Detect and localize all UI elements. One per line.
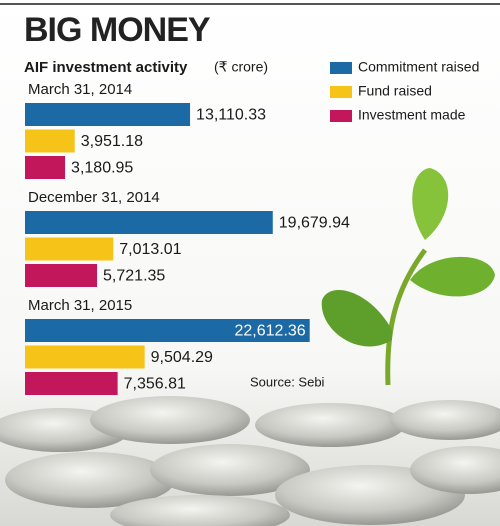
legend-swatch — [330, 86, 352, 98]
bar — [25, 156, 66, 179]
legend-swatch — [330, 110, 352, 122]
subtitle: AIF investment activity — [24, 59, 188, 76]
value-label: 3,180.95 — [71, 160, 133, 177]
bar — [25, 264, 98, 287]
value-label: 13,110.33 — [196, 107, 266, 124]
legend-label: Commitment raised — [358, 59, 479, 75]
value-label: 7,013.01 — [119, 241, 181, 258]
chart-title: BIG MONEY — [24, 11, 211, 49]
bar — [25, 319, 310, 342]
source: Source: Sebi — [250, 374, 325, 389]
legend-label: Fund raised — [358, 83, 432, 99]
value-label: 9,504.29 — [151, 349, 213, 366]
category-label: March 31, 2014 — [28, 81, 132, 98]
plant — [321, 168, 495, 386]
bar — [25, 129, 75, 153]
value-label: 19,679.94 — [279, 215, 350, 232]
legend-swatch — [330, 62, 352, 74]
legend-label: Investment made — [358, 107, 466, 123]
bar — [25, 211, 273, 234]
bar — [25, 103, 191, 126]
value-label: 7,356.81 — [124, 376, 186, 393]
unit: (₹ crore) — [214, 59, 268, 75]
value-label: 3,951.18 — [81, 133, 143, 150]
category-label: March 31, 2015 — [28, 297, 132, 314]
bar — [25, 345, 145, 369]
value-label: 5,721.35 — [103, 268, 165, 285]
category-label: December 31, 2014 — [28, 189, 160, 206]
value-label: 22,612.36 — [235, 323, 306, 340]
bar — [25, 372, 118, 395]
coins — [0, 396, 500, 526]
bar — [25, 237, 114, 261]
